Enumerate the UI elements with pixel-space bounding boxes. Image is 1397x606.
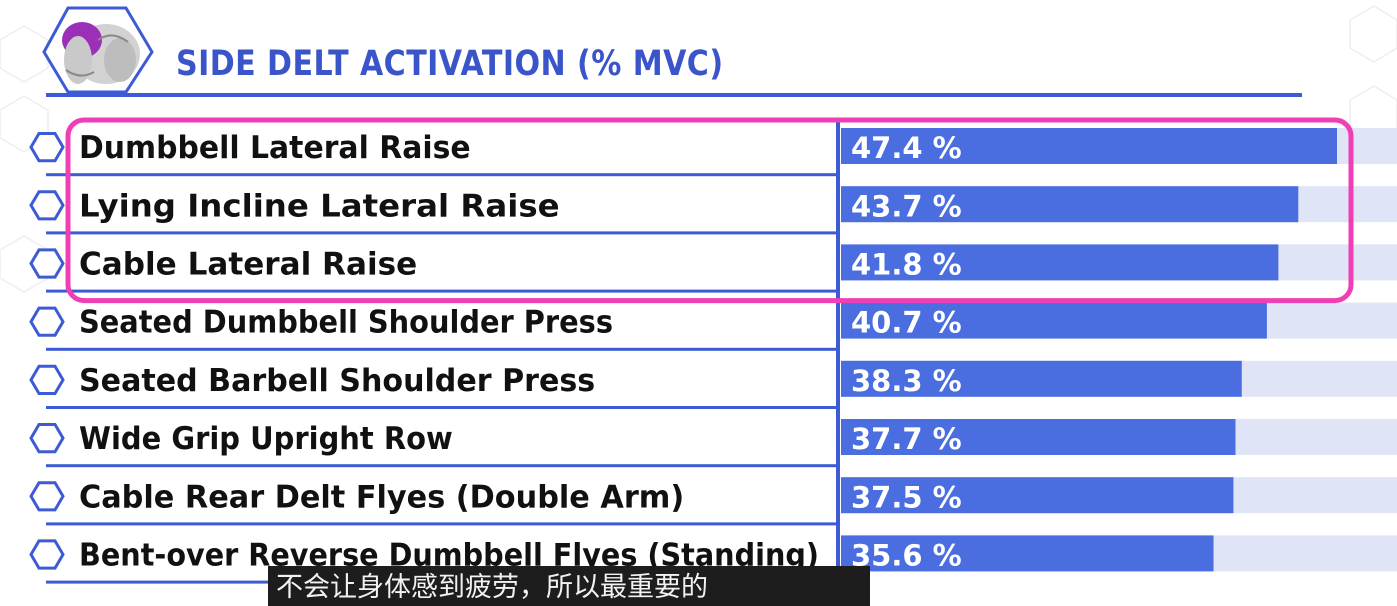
hexagon-icon — [29, 306, 65, 337]
bar — [841, 302, 1267, 339]
row-divider — [46, 464, 838, 468]
bar — [841, 186, 1299, 223]
column-divider — [836, 118, 840, 594]
bar-value-label: 47.4 % — [851, 131, 962, 165]
category-label: Dumbbell Lateral Raise — [79, 130, 471, 166]
bar — [841, 360, 1242, 397]
bar — [841, 477, 1234, 514]
hexagon-icon — [29, 248, 65, 279]
category-label: Cable Rear Delt Flyes (Double Arm) — [79, 479, 684, 515]
hexagon-icon — [29, 423, 65, 454]
row-divider — [46, 522, 838, 526]
row-divider — [46, 231, 838, 235]
bar — [841, 128, 1337, 164]
bar-value-label: 41.8 % — [851, 248, 962, 282]
row-divider — [46, 173, 838, 177]
highlight-box — [65, 117, 1354, 304]
bar-value-label: 37.7 % — [851, 422, 962, 456]
category-label: Cable Lateral Raise — [79, 247, 417, 283]
category-label: Lying Incline Lateral Raise — [79, 188, 560, 224]
bar-value-label: 40.7 % — [851, 306, 962, 340]
bar — [841, 419, 1236, 455]
bar-value-label: 37.5 % — [851, 480, 962, 514]
hexagon-icon — [29, 481, 65, 512]
category-label: Seated Dumbbell Shoulder Press — [79, 305, 613, 341]
hexagon-icon — [29, 190, 65, 221]
hexagon-icon — [29, 364, 65, 395]
title-underline — [46, 93, 1302, 97]
row-divider — [46, 289, 838, 293]
row-divider — [46, 347, 838, 351]
category-label: Wide Grip Upright Row — [79, 421, 453, 457]
chart-title: SIDE DELT ACTIVATION (% MVC) — [176, 44, 724, 84]
bar-value-label: 38.3 % — [851, 364, 962, 398]
bar-value-label: 43.7 % — [851, 189, 962, 223]
shoulder-muscle-icon — [42, 6, 154, 94]
bar — [841, 244, 1279, 281]
row-divider — [46, 406, 838, 409]
hexagon-icon — [29, 539, 65, 570]
bar — [841, 535, 1214, 572]
video-caption: 不会让身体感到疲劳，所以最重要的 — [268, 566, 870, 606]
category-label: Seated Barbell Shoulder Press — [79, 363, 595, 399]
hexagon-icon — [29, 132, 65, 163]
